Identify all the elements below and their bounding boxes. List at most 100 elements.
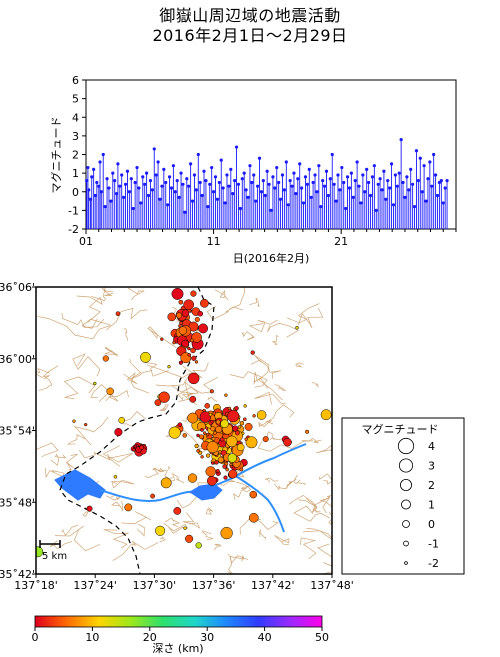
ts-x-axis-label: 日(2016年2月) xyxy=(233,251,310,265)
legend-label: -1 xyxy=(428,538,439,551)
ts-stems xyxy=(85,138,449,229)
contour-line xyxy=(72,353,101,377)
magnitude-point xyxy=(355,160,359,164)
magnitude-point xyxy=(353,178,357,183)
magnitude-point xyxy=(342,180,346,185)
contour-line xyxy=(328,511,332,525)
magnitude-point xyxy=(319,205,323,209)
earthquake-marker xyxy=(171,287,184,300)
magnitude-point xyxy=(261,178,265,183)
magnitude-point xyxy=(336,173,340,177)
contour-line xyxy=(177,391,195,401)
magnitude-point xyxy=(103,205,107,209)
contour-line xyxy=(49,540,73,550)
earthquake-marker xyxy=(190,290,197,297)
ts-x-tick-label: 11 xyxy=(207,235,221,248)
contour-line xyxy=(166,472,185,484)
earthquake-marker xyxy=(198,323,209,334)
magnitude-point xyxy=(160,184,164,188)
magnitude-point xyxy=(370,175,375,179)
magnitude-point xyxy=(282,188,286,192)
magnitude-point xyxy=(409,167,413,171)
earthquake-marker xyxy=(237,425,242,429)
magnitude-point xyxy=(238,206,242,211)
contour-line xyxy=(91,287,106,302)
contour-line xyxy=(274,384,287,391)
magnitude-point xyxy=(92,167,96,171)
earthquake-marker xyxy=(190,338,194,343)
earthquake-marker xyxy=(211,461,215,465)
magnitude-point xyxy=(315,190,319,194)
magnitude-point xyxy=(259,190,264,194)
magnitude-point xyxy=(277,180,281,185)
magnitude-point xyxy=(391,203,396,207)
contour-line xyxy=(229,287,246,310)
ts-y-tick-label: 4 xyxy=(72,111,79,124)
contour-line xyxy=(267,322,300,338)
contour-line xyxy=(159,404,169,411)
magnitude-point xyxy=(363,190,367,194)
magnitude-point xyxy=(326,193,331,198)
ts-y-tick-label: 6 xyxy=(72,74,79,87)
contour-line xyxy=(301,438,322,444)
magnitude-point xyxy=(125,169,130,173)
map-y-tick-label: 35˚54' xyxy=(0,425,35,438)
earthquake-marker xyxy=(243,404,247,408)
colorbar-tick-label: 30 xyxy=(200,631,214,644)
earthquake-marker xyxy=(232,425,239,432)
earthquake-marker xyxy=(295,325,299,330)
magnitude-point xyxy=(292,171,296,175)
magnitude-point xyxy=(265,169,269,173)
colorbar-label: 深さ (km) xyxy=(152,642,203,655)
contour-line xyxy=(144,467,167,478)
magnitude-point xyxy=(405,175,409,179)
earthquake-marker xyxy=(84,422,88,427)
earthquake-marker xyxy=(182,433,187,438)
earthquake-marker xyxy=(227,406,232,411)
earthquake-marker xyxy=(198,434,204,440)
contour-line xyxy=(159,536,166,542)
legend-symbol xyxy=(398,458,414,473)
contour-line xyxy=(110,500,124,511)
magnitude-point xyxy=(95,180,99,185)
magnitude-point xyxy=(227,184,231,188)
earthquake-marker xyxy=(217,456,225,463)
depth-colorbar: 0 10 20 30 40 50 深さ (km) xyxy=(32,615,329,655)
magnitude-point xyxy=(267,182,271,186)
map-x-tick-label: 137˚24' xyxy=(73,579,117,592)
earthquake-marker xyxy=(181,339,190,348)
earthquake-marker xyxy=(167,365,171,369)
earthquake-marker xyxy=(209,389,214,394)
ts-y-tick-label: 2 xyxy=(72,149,79,162)
magnitude-point xyxy=(167,175,172,179)
ts-x-tick-label: 01 xyxy=(79,235,93,248)
magnitude-point xyxy=(412,205,417,209)
earthquake-marker xyxy=(183,526,187,530)
ts-y-tick-label: -2 xyxy=(68,223,79,236)
contour-line xyxy=(319,495,332,507)
river-main xyxy=(99,475,237,502)
magnitude-point xyxy=(248,164,252,168)
magnitude-point xyxy=(231,192,235,196)
contour-line xyxy=(182,362,209,379)
contour-line xyxy=(182,512,201,529)
earthquake-marker xyxy=(244,437,248,441)
contour-line xyxy=(61,524,79,536)
earthquake-marker xyxy=(176,312,183,319)
earthquake-marker xyxy=(86,505,93,512)
earthquake-marker xyxy=(244,422,253,431)
contour-line xyxy=(145,362,169,377)
magnitude-point xyxy=(120,173,124,177)
earthquake-marker xyxy=(200,455,204,459)
magnitude-point xyxy=(414,149,419,153)
magnitude-point xyxy=(250,180,254,185)
earthquake-marker xyxy=(242,417,247,422)
earthquake-marker xyxy=(102,355,109,362)
contour-line xyxy=(274,535,290,545)
earthquake-marker xyxy=(187,372,200,385)
contour-line xyxy=(165,427,211,451)
contour-line xyxy=(227,554,234,574)
ts-y-tick-label: 1 xyxy=(72,167,79,180)
epicenter-map: 5 km 137˚18' 137˚24' 137˚30' 137˚36' 137˚42'… xyxy=(0,281,354,592)
